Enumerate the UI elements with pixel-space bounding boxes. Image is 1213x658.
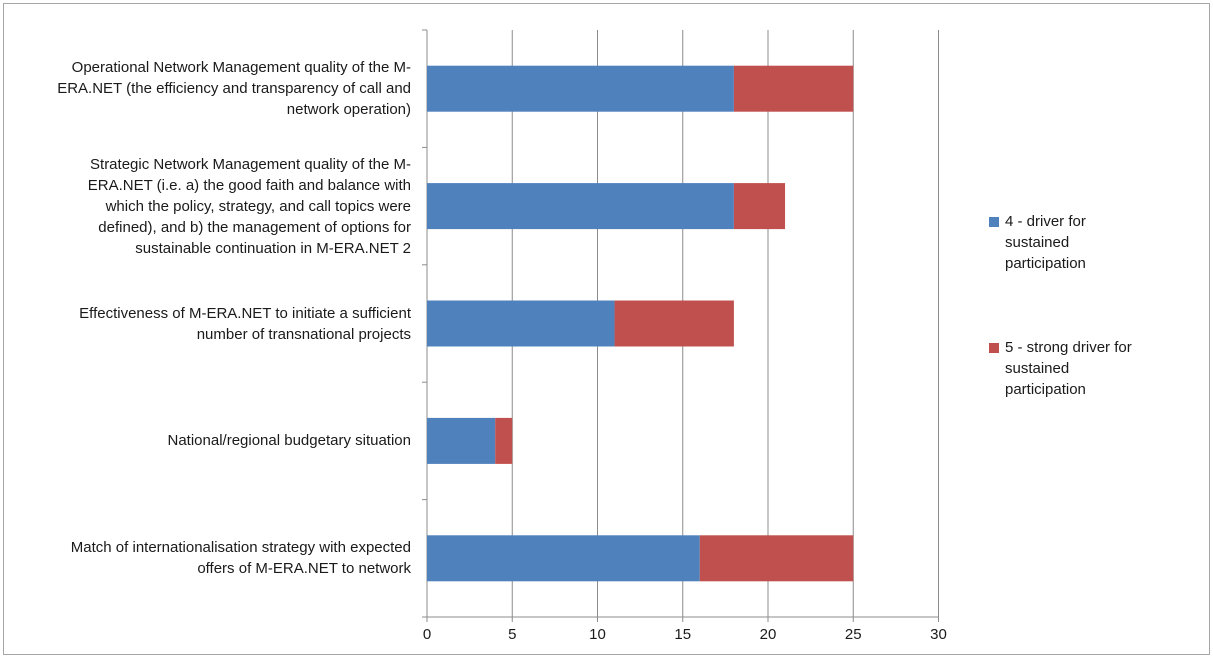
category-label-line: which the policy, strategy, and call top… <box>105 197 411 215</box>
category-label-line: network operation) <box>286 101 411 119</box>
legend-label-line: participation <box>1005 255 1086 272</box>
category-label-line: defined), and b) the management of optio… <box>98 218 411 236</box>
category-label: Strategic Network Management quality of … <box>8 154 411 259</box>
category-label: Operational Network Management quality o… <box>8 57 411 120</box>
category-label-line: sustainable continuation in M-ERA.NET 2 <box>135 239 411 257</box>
bar-segment-strong-driver <box>495 417 513 464</box>
bar-segment-strong-driver <box>733 65 854 112</box>
legend-swatch <box>989 217 999 227</box>
chart-frame <box>3 3 1210 655</box>
legend-swatch <box>989 343 999 353</box>
category-label-line: ERA.NET (the efficiency and transparency… <box>57 80 411 98</box>
legend-label-line: sustained <box>1005 234 1070 251</box>
category-label: National/regional budgetary situation <box>8 430 412 451</box>
legend-label: 5 - strong driver for sustained participat… <box>1005 337 1205 400</box>
category-label: Effectiveness of M-ERA.NET to initiate a… <box>8 303 411 345</box>
x-tick-label: 30 <box>930 626 947 643</box>
legend-label: 4 - driver for sustained participation <box>1005 211 1205 274</box>
category-label-line: Strategic Network Management quality of … <box>90 155 411 173</box>
legend-label-line: 4 - driver for <box>1005 213 1086 230</box>
category-label-line: number of transnational projects <box>196 325 411 343</box>
bar-segment-strong-driver <box>614 300 734 347</box>
category-label: Match of internationalisation strategy w… <box>8 537 411 579</box>
bar-segment-driver <box>427 535 700 582</box>
category-label-line: National/regional budgetary situation <box>167 432 412 450</box>
bar-segment-strong-driver <box>733 183 786 230</box>
bar-segment-driver <box>427 417 496 464</box>
x-tick-label: 20 <box>760 626 777 643</box>
x-tick-label: 15 <box>674 626 691 643</box>
category-label-line: Effectiveness of M-ERA.NET to initiate a… <box>79 304 411 322</box>
legend-label-line: sustained <box>1005 360 1070 377</box>
category-label-line: Operational Network Management quality o… <box>71 59 411 77</box>
x-tick-label: 25 <box>845 626 862 643</box>
legend-label-line: participation <box>1005 381 1086 398</box>
x-tick-label: 0 <box>423 626 431 643</box>
x-tick-label: 5 <box>508 626 516 643</box>
bar-segment-strong-driver <box>699 535 854 582</box>
legend-label-line: 5 - strong driver for <box>1005 339 1132 356</box>
category-label-line: Match of internationalisation strategy w… <box>70 539 411 557</box>
bar-segment-driver <box>427 300 615 347</box>
x-tick-label: 10 <box>589 626 606 643</box>
bar-segment-driver <box>427 183 734 230</box>
category-label-line: ERA.NET (i.e. a) the good faith and bala… <box>87 176 411 194</box>
bar-segment-driver <box>427 65 734 112</box>
category-label-line: offers of M-ERA.NET to network <box>197 560 411 578</box>
